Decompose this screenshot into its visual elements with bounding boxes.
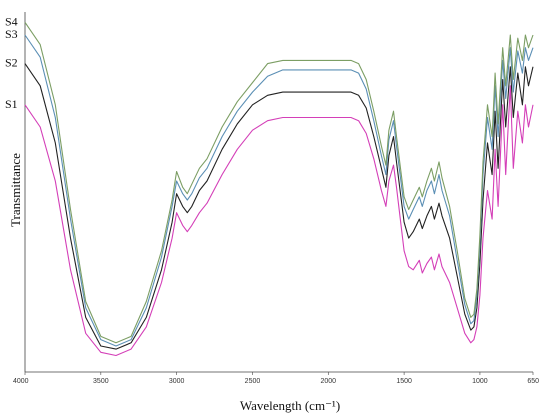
x-axis-title: Wavelength (cm⁻¹): [240, 398, 340, 413]
x-tick-label: 2000: [320, 378, 336, 385]
x-tick-label: 4000: [13, 378, 29, 385]
series-lines: [24, 21, 534, 357]
x-tick-label: 1500: [396, 378, 412, 385]
x-tick-label: 1000: [472, 378, 488, 385]
x-tick-label: 3500: [93, 378, 109, 385]
x-axis-ticks: 4000 3500 3000 2500 2000 1500 1000 650: [13, 372, 539, 385]
series-label-s1: S1: [5, 97, 18, 111]
x-tick-label: 3000: [169, 378, 185, 385]
x-tick-label: 2500: [245, 378, 261, 385]
series-label-s4: S4: [5, 14, 18, 28]
series-line-s4: [24, 21, 534, 344]
series-line-s3: [24, 34, 534, 347]
x-tick-label: 650: [527, 378, 539, 385]
plot-frame: [24, 12, 533, 373]
series-line-s2: [24, 63, 534, 350]
series-line-s1: [24, 85, 534, 357]
series-label-s2: S2: [5, 56, 18, 70]
series-label-s3: S3: [5, 27, 18, 41]
y-axis-title: Transmittance: [8, 153, 23, 227]
